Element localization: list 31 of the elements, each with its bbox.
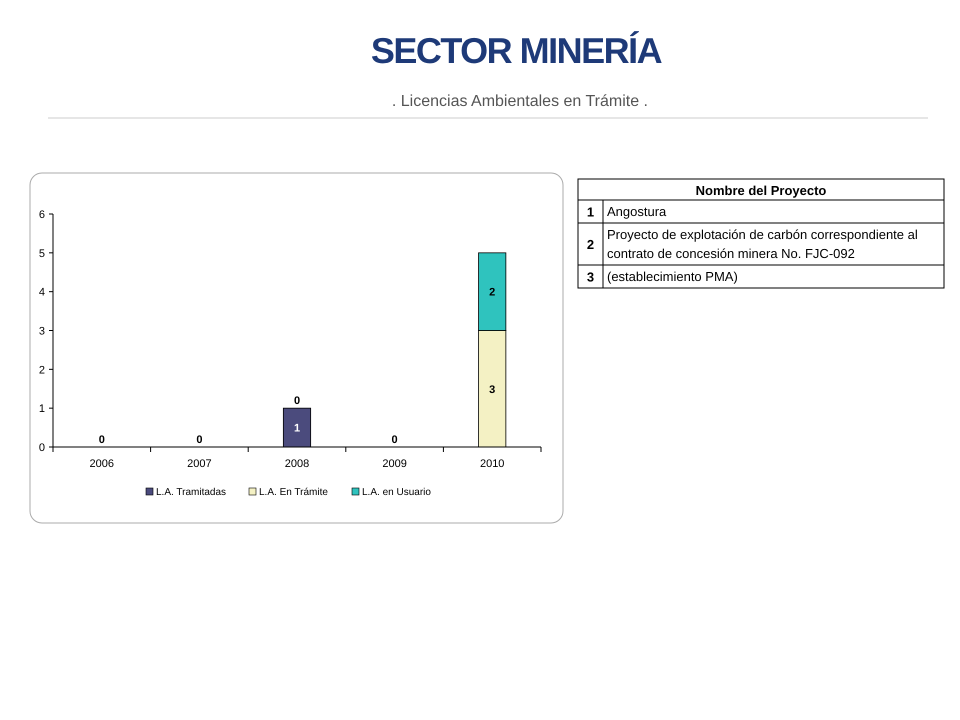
text: (establecimiento PMA) [607,269,738,284]
x-tick-label: 2009 [382,458,407,470]
text: Nombre del Proyecto [696,183,826,198]
y-tick-label: 1 [38,403,45,416]
legend-label: L.A. Tramitadas [156,487,226,498]
data-label: 0 [98,434,105,446]
x-tick-label: 2006 [90,458,114,470]
text: 2 [586,237,594,252]
data-label: 0 [196,434,202,446]
chart-subtitle: . Licencias Ambientales en Trámite . [392,93,648,110]
y-tick-label: 6 [38,209,45,221]
y-tick-label: 0 [38,442,45,454]
x-tick-label: 2008 [284,458,310,470]
x-tick-label: 2007 [187,458,212,470]
text: 1 [586,204,594,220]
chart-title: SECTOR MINERÍA [370,30,663,71]
text: Angostura [607,204,668,219]
y-tick-label: 2 [38,364,45,376]
legend-label: L.A. En Trámite [259,487,328,498]
legend-label: L.A. en Usuario [362,487,432,498]
x-tick-label: 2010 [480,458,504,470]
data-label: 3 [489,384,496,396]
data-label: 0 [294,395,300,408]
text: 3 [586,270,594,284]
y-tick-label: 3 [38,326,45,338]
y-tick-label: 4 [38,286,45,299]
y-tick-label: 5 [38,248,45,260]
data-label: 2 [489,286,496,299]
text: Proyecto de explotación de carbón correspondiente al contrato de concesión minera No. FJC-092 [607,227,918,261]
data-label: 0 [392,434,398,446]
data-label: 1 [294,422,300,435]
